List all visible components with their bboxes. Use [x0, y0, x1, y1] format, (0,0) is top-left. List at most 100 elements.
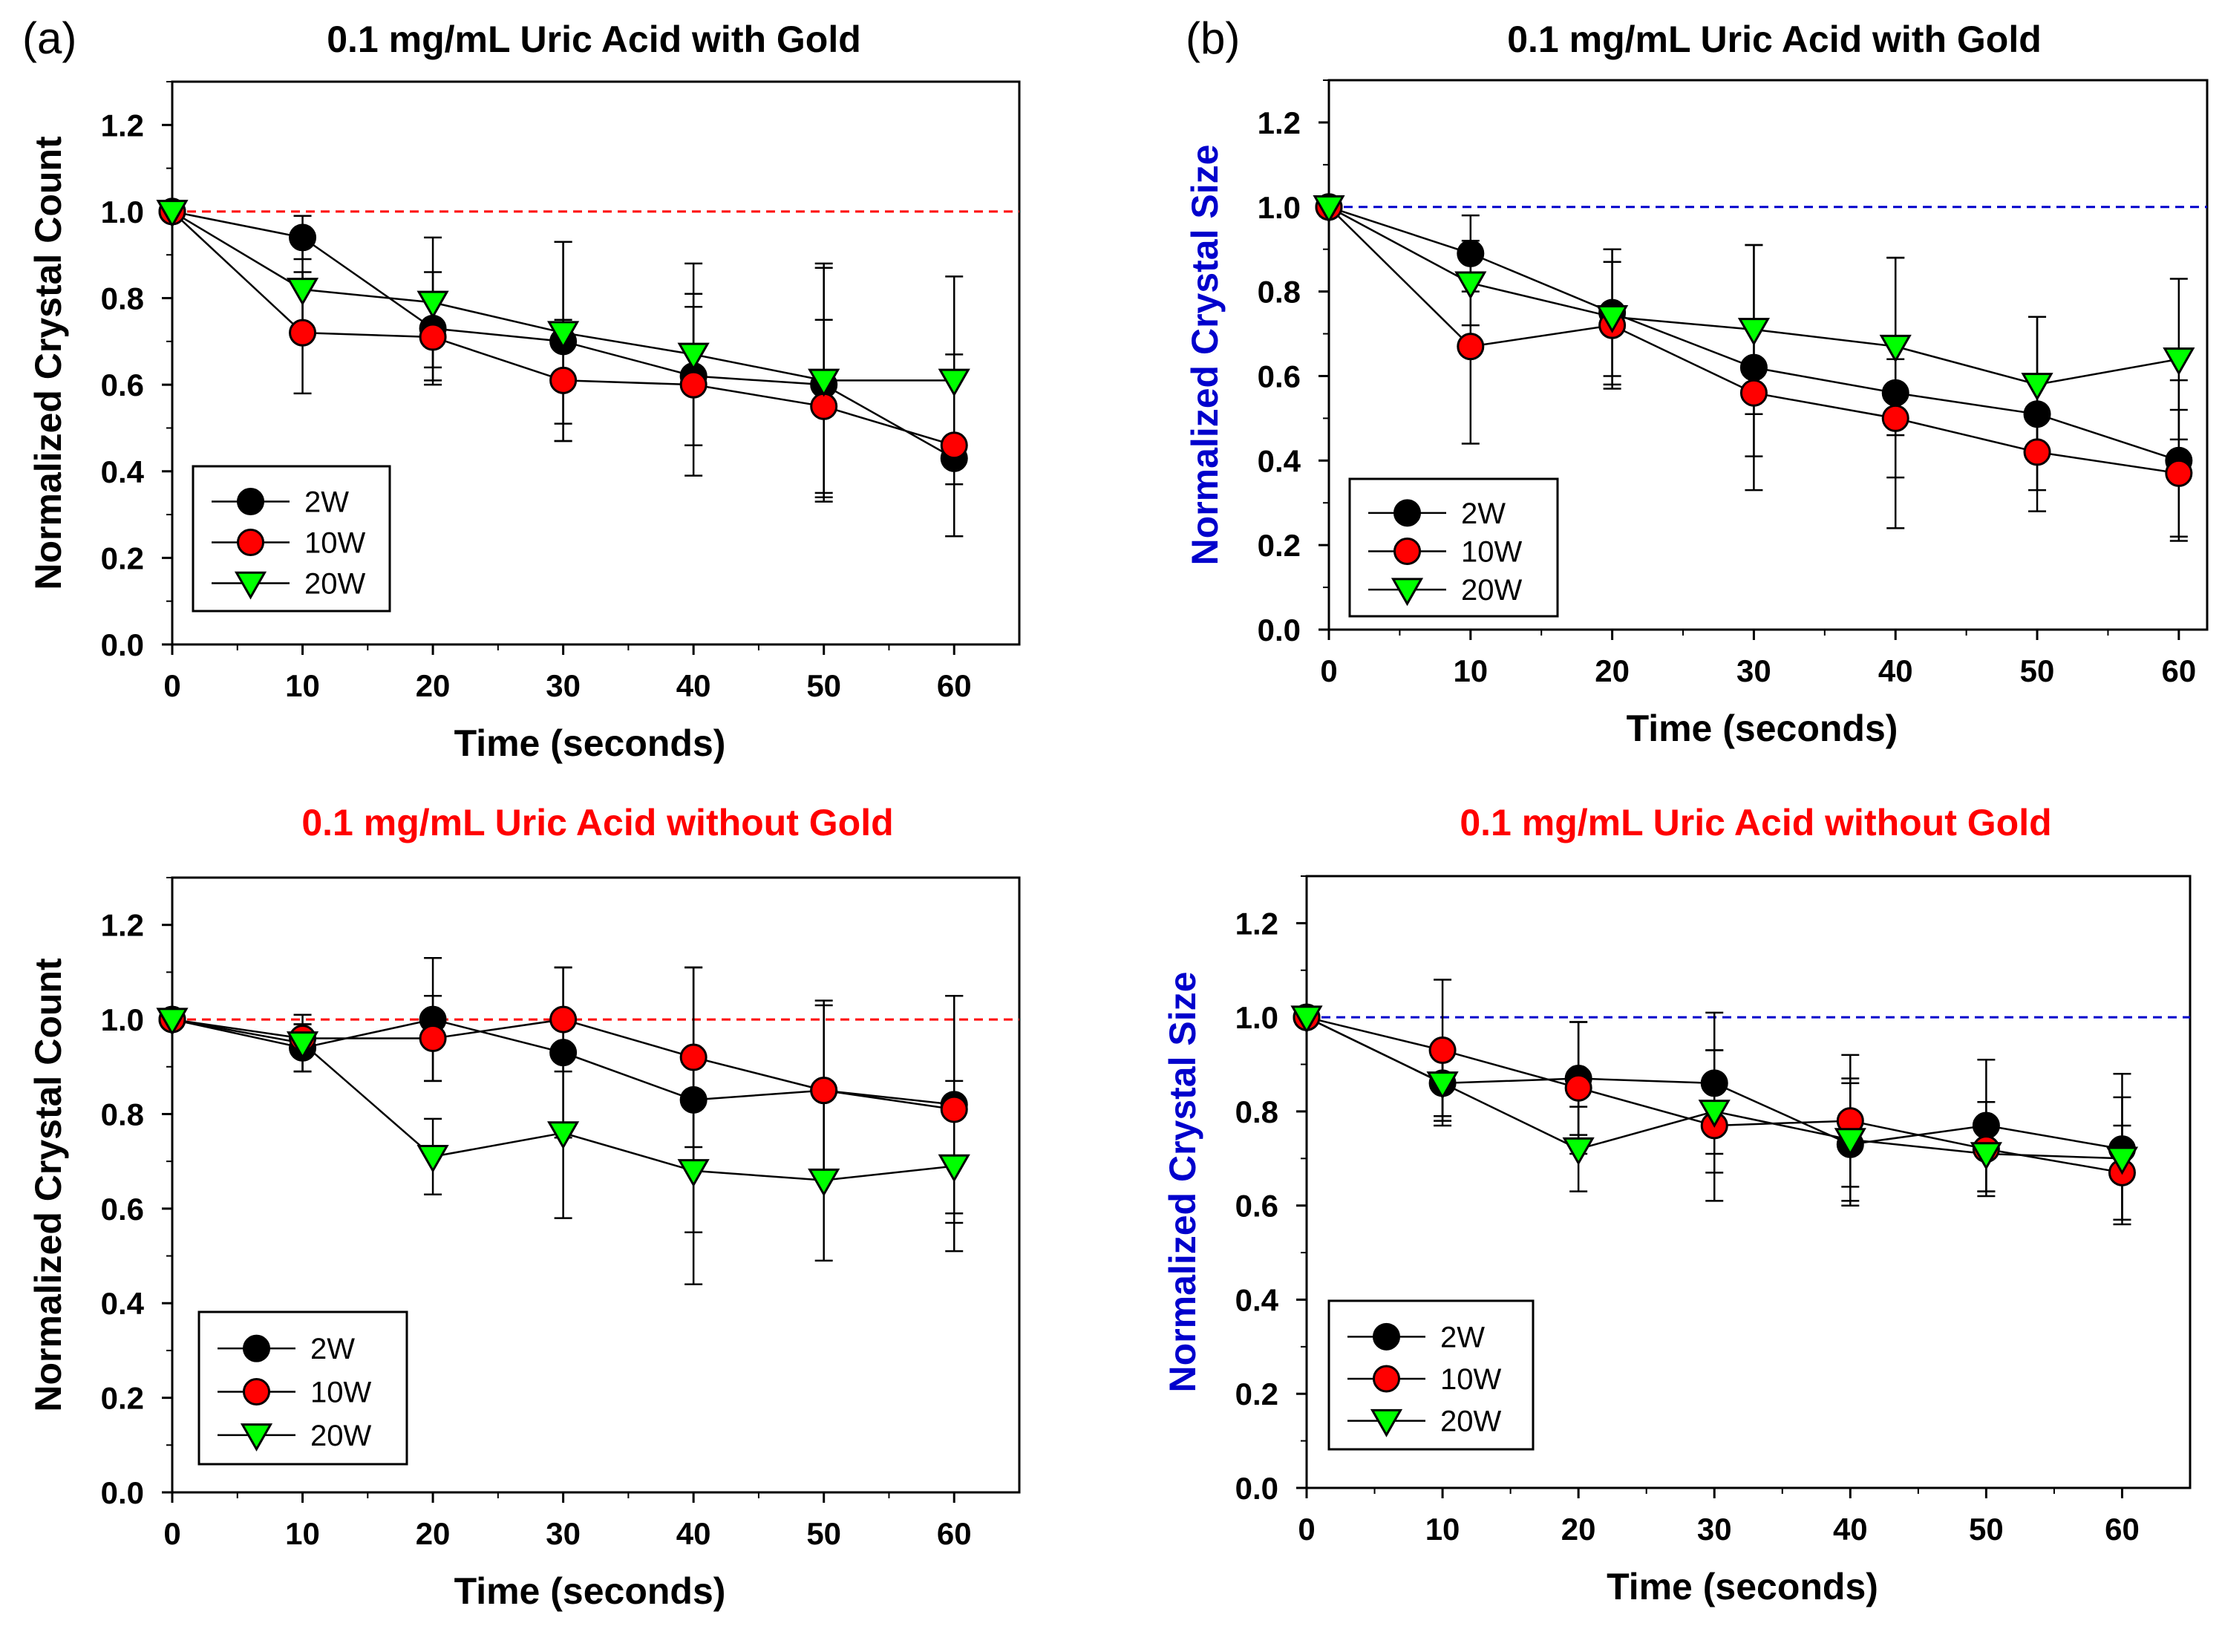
chart-2: 0.1 mg/mL Uric Acid with Gold 0 10 20 30 40 50… [1184, 19, 2209, 749]
data-point [419, 1025, 447, 1053]
legend-marker [237, 488, 264, 515]
legend-marker [237, 529, 264, 556]
data-point [1881, 404, 1909, 432]
legend-marker [1393, 538, 1421, 565]
data-point [549, 1005, 578, 1034]
x-tick-label: 0 [1320, 653, 1337, 688]
legend: 2W 10W 20W [192, 465, 391, 613]
data-point [286, 1031, 319, 1060]
data-point [547, 1121, 580, 1149]
series-10W [1306, 979, 2131, 1221]
series-10W [171, 966, 964, 1224]
y-tick-label: 1.2 [101, 908, 144, 943]
data-point [2165, 459, 2193, 487]
data-point [1970, 1142, 2002, 1170]
x-tick-label: 60 [937, 668, 972, 703]
y-tick-label: 1.0 [101, 1002, 144, 1037]
series-markers-10W [1315, 193, 2193, 487]
x-tick-label: 30 [1697, 1512, 1732, 1547]
data-point [940, 1095, 968, 1123]
data-point [679, 370, 708, 399]
data-point [679, 1043, 708, 1071]
series-markers-20W [1290, 1005, 2139, 1175]
x-tick-label: 0 [163, 668, 180, 703]
y-tick-label: 0.4 [1258, 443, 1301, 478]
data-point [549, 366, 578, 394]
legend-box [197, 1310, 408, 1466]
x-tick-label: 40 [1833, 1512, 1868, 1547]
x-tick-label: 50 [806, 668, 841, 703]
y-tick-label: 0.4 [1235, 1282, 1279, 1317]
plot-frame [1327, 79, 2209, 631]
chart-1: 0.1 mg/mL Uric Acid with Gold 0 10 20 30 40 50… [27, 19, 1021, 764]
x-tick-label: 40 [676, 668, 711, 703]
legend-label: 10W [1461, 536, 1522, 569]
legend-label: 20W [1461, 574, 1522, 607]
x-tick-label: 30 [546, 668, 581, 703]
data-point [156, 200, 189, 228]
y-tick-label: 0.6 [101, 368, 144, 402]
data-point [289, 223, 317, 252]
y-tick-label: 1.0 [1235, 1000, 1278, 1035]
x-tick-label: 10 [285, 668, 320, 703]
legend-box [192, 465, 391, 613]
data-point [1457, 239, 1485, 267]
data-point [808, 368, 840, 397]
x-tick-label: 40 [676, 1516, 711, 1551]
y-axis-label: Normalized Crystal Count [27, 136, 69, 590]
legend-marker [240, 1423, 273, 1452]
y-tick-label: 0.8 [1235, 1094, 1278, 1129]
x-tick-label: 10 [1425, 1512, 1460, 1547]
data-point [1564, 1074, 1592, 1102]
x-tick-label: 20 [416, 1516, 451, 1551]
y-tick-label: 0.0 [1235, 1471, 1278, 1506]
legend-label: 2W [1440, 1321, 1485, 1354]
legend-label: 2W [310, 1333, 355, 1365]
y-tick-label: 1.2 [1235, 906, 1278, 941]
y-tick-label: 0.6 [1235, 1189, 1278, 1224]
x-tick-label: 40 [1878, 653, 1913, 688]
legend: 2W 10W 20W [197, 1310, 408, 1466]
x-tick-label: 50 [806, 1516, 841, 1551]
legend-marker [1373, 1322, 1400, 1351]
y-axis-label: Normalized Crystal Size [1162, 972, 1203, 1393]
data-point [1834, 1128, 1866, 1156]
data-point [1562, 1137, 1595, 1166]
data-point [677, 342, 710, 371]
data-point [416, 1145, 449, 1173]
legend-marker [1391, 578, 1424, 607]
data-point [1426, 1071, 1459, 1100]
legend-marker [1373, 1365, 1400, 1393]
x-tick-label: 20 [1561, 1512, 1596, 1547]
data-point [940, 431, 968, 460]
chart-4: 0.1 mg/mL Uric Acid without Gold 0 10 20 30 4… [1162, 802, 2192, 1607]
x-tick-label: 30 [1736, 653, 1771, 688]
legend-marker [1393, 499, 1421, 527]
data-point [1290, 1005, 1323, 1034]
x-tick-label: 50 [1969, 1512, 2004, 1547]
data-point [810, 1077, 838, 1105]
data-point [286, 278, 319, 306]
data-point [1313, 195, 1345, 223]
data-point [1457, 333, 1485, 361]
x-tick-label: 0 [1298, 1512, 1315, 1547]
series-2W [171, 957, 964, 1233]
y-tick-label: 0.8 [101, 281, 144, 316]
x-tick-label: 60 [2161, 653, 2196, 688]
chart-title: 0.1 mg/mL Uric Acid with Gold [327, 19, 861, 60]
plot-frame [171, 80, 1021, 646]
chart-3: 0.1 mg/mL Uric Acid without Gold 0 10 20 30 4… [27, 802, 1021, 1612]
data-point [1454, 271, 1487, 300]
legend-marker [234, 571, 267, 600]
data-point [416, 290, 449, 319]
series-markers-20W [156, 1008, 970, 1197]
chart-title: 0.1 mg/mL Uric Acid with Gold [1507, 19, 2042, 60]
data-point [2163, 347, 2195, 376]
x-tick-label: 50 [2020, 653, 2055, 688]
x-tick-label: 60 [2105, 1512, 2140, 1547]
data-point [549, 1039, 578, 1067]
series-markers-20W [1313, 195, 2195, 401]
series-markers-10W [158, 197, 968, 460]
y-tick-label: 0.6 [101, 1192, 144, 1227]
